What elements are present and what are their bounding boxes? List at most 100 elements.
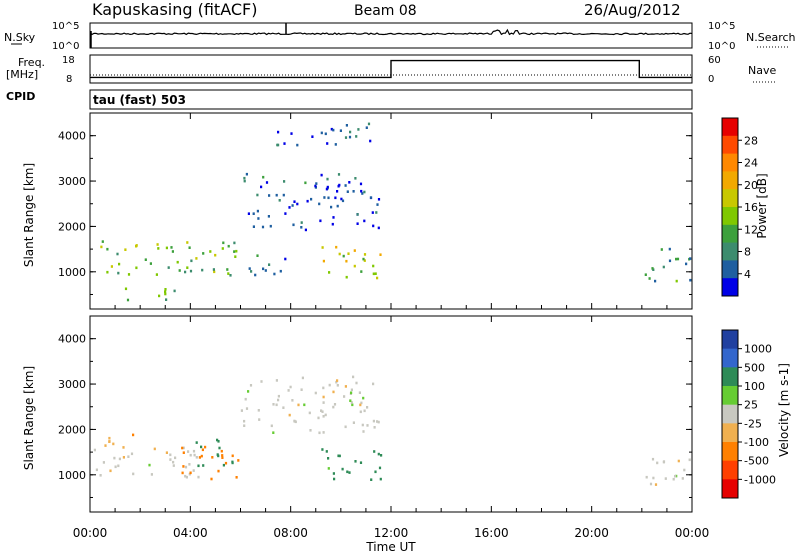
- data-cell: [260, 185, 263, 189]
- colorbar-swatch: [722, 460, 738, 480]
- data-cell: [343, 395, 346, 398]
- data-cell: [325, 187, 328, 191]
- data-cell: [247, 390, 250, 393]
- freq-label-1: Freq.: [18, 56, 45, 69]
- data-cell: [188, 463, 191, 466]
- data-cell: [324, 413, 327, 417]
- data-cell: [231, 461, 234, 465]
- data-cell: [169, 453, 172, 457]
- data-cell: [117, 464, 120, 468]
- data-cell: [243, 176, 246, 180]
- data-cell: [287, 389, 290, 392]
- noise-right-tick-top: 10^5: [708, 21, 735, 32]
- colorbar-frame: [721, 329, 739, 499]
- data-cell: [689, 278, 692, 282]
- data-cell: [376, 203, 379, 206]
- colorbar-tick-label: -500: [744, 455, 769, 468]
- colorbar-swatch: [722, 260, 738, 279]
- data-cell: [277, 394, 280, 398]
- data-cell: [165, 451, 168, 454]
- data-cell: [668, 259, 672, 263]
- y-tick-label: 1000: [58, 266, 86, 279]
- data-cell: [654, 483, 658, 486]
- velocity-y-axis: 4000 3000 2000 1000: [58, 315, 692, 498]
- velocity-panel-frame: [89, 315, 693, 513]
- data-cell: [377, 420, 380, 424]
- data-cell: [112, 442, 115, 446]
- data-cell: [344, 425, 347, 429]
- data-cell: [372, 419, 375, 423]
- data-cell: [256, 254, 259, 257]
- data-cell: [217, 454, 220, 458]
- data-cell: [326, 185, 329, 189]
- data-cell: [247, 212, 250, 215]
- data-cell: [277, 398, 280, 402]
- data-cell: [170, 246, 173, 249]
- data-cell: [369, 196, 373, 199]
- data-cell: [345, 259, 348, 263]
- x-tick-label: 16:00: [474, 526, 509, 540]
- data-cell: [124, 248, 127, 251]
- data-cell: [652, 476, 655, 480]
- colorbar-tick-label: 100: [744, 380, 765, 393]
- data-cell: [332, 405, 335, 409]
- data-cell: [173, 289, 176, 293]
- data-cell: [221, 247, 224, 250]
- beam-label: Beam 08: [354, 3, 417, 19]
- data-cell: [360, 270, 363, 273]
- data-cell: [337, 173, 341, 176]
- data-cell: [367, 122, 371, 126]
- data-cell: [338, 183, 341, 187]
- data-cell: [250, 270, 253, 273]
- data-cell: [172, 460, 175, 464]
- data-cell: [192, 469, 195, 472]
- data-cell: [334, 196, 337, 200]
- data-cell: [681, 477, 684, 480]
- data-cell: [124, 287, 128, 291]
- data-cell: [104, 444, 107, 447]
- data-cell: [377, 226, 380, 230]
- colorbar-swatch: [722, 330, 738, 350]
- data-cell: [366, 406, 369, 409]
- data-cell: [348, 181, 351, 184]
- colorbar-tick-label: 24: [744, 157, 758, 170]
- data-cell: [220, 449, 223, 453]
- data-cell: [182, 446, 185, 450]
- data-cell: [359, 182, 363, 186]
- data-cell: [322, 415, 325, 418]
- data-cell: [248, 267, 251, 270]
- data-cell: [243, 179, 246, 183]
- data-cell: [369, 139, 372, 143]
- freq-tick-bottom: 8: [66, 74, 72, 85]
- data-cell: [348, 135, 352, 139]
- power-scatter-cells: [100, 122, 692, 302]
- data-cell: [318, 202, 321, 206]
- data-cell: [237, 459, 240, 462]
- data-cell: [322, 259, 325, 263]
- data-cell: [144, 258, 147, 261]
- data-cell: [164, 290, 167, 294]
- data-cell: [296, 202, 299, 206]
- colorbar-tick-label: -1000: [744, 473, 776, 486]
- data-cell: [379, 253, 382, 256]
- colorbar-swatch: [722, 242, 738, 261]
- data-cell: [340, 197, 343, 201]
- station-title: Kapuskasing (fitACF): [92, 0, 257, 19]
- power-colorbar: 28 24 20 16 12 8 4: [721, 117, 758, 297]
- data-cell: [352, 375, 355, 379]
- time-x-axis: 00:00 04:00 08:00 12:00 16:00 20:00 00:00: [73, 113, 709, 540]
- data-cell: [127, 455, 130, 458]
- data-cell: [195, 456, 198, 459]
- data-cell: [200, 445, 203, 449]
- data-cell: [332, 390, 335, 394]
- data-cell: [314, 184, 317, 188]
- data-cell: [334, 143, 337, 146]
- data-cell: [323, 196, 326, 199]
- data-cell: [187, 450, 190, 453]
- data-cell: [243, 424, 246, 427]
- data-cell: [195, 257, 198, 260]
- x-tick-label: 20:00: [574, 526, 609, 540]
- data-cell: [321, 448, 324, 451]
- data-cell: [188, 246, 191, 249]
- data-cell: [363, 253, 367, 256]
